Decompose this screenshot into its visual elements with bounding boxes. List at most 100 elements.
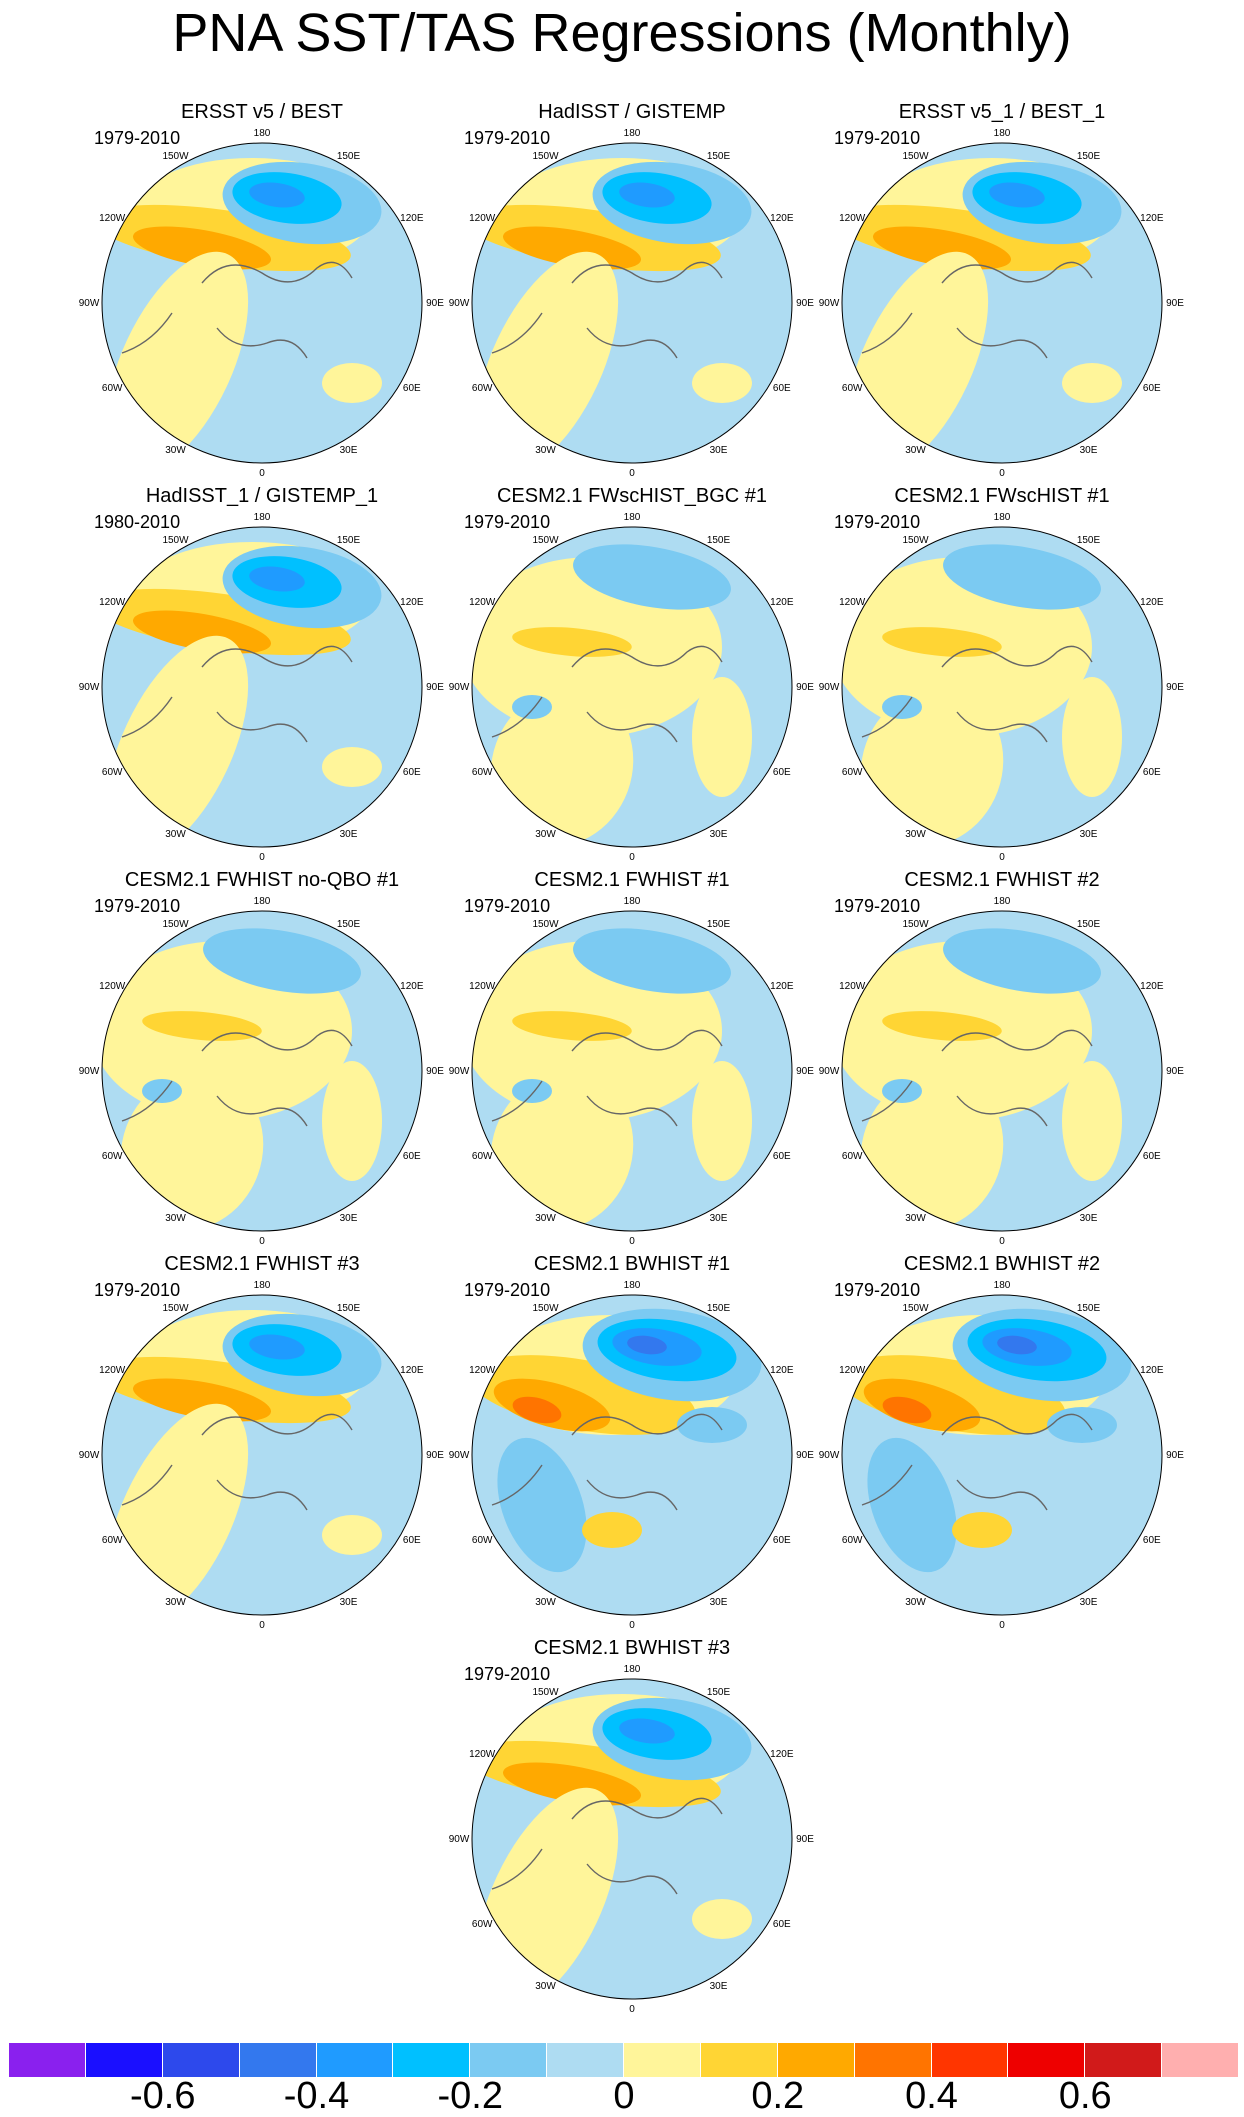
coastline (121, 261, 353, 359)
panel-title: HadISST_1 / GISTEMP_1 (145, 485, 379, 507)
contour-region (872, 226, 1012, 270)
contour-region (512, 695, 552, 719)
map-border (471, 526, 793, 848)
lon-tick-label: 150W (532, 1303, 559, 1314)
lon-tick-label: 150W (162, 919, 189, 930)
lon-tick-label: 180 (994, 128, 1011, 139)
lon-tick-label: 120E (400, 597, 424, 608)
contour-region (203, 928, 361, 994)
lon-tick-label: 90W (79, 1450, 100, 1461)
contour-region (490, 1072, 634, 1230)
lon-tick-label: 60W (102, 1151, 123, 1162)
lon-tick-label: 150E (707, 151, 731, 162)
lon-tick-label: 30E (1080, 1213, 1098, 1224)
lon-tick-label: 150W (532, 1687, 559, 1698)
coastline (121, 1029, 353, 1127)
lon-tick-label: 30E (1080, 1597, 1098, 1608)
lon-tick-label: 150E (707, 1687, 731, 1698)
panel-title: CESM2.1 BWHIST #1 (533, 1253, 731, 1275)
colorbar-box (1085, 2043, 1163, 2077)
contour-region (677, 1407, 747, 1443)
contour-region (1047, 1407, 1117, 1443)
lon-tick-label: 60E (773, 1151, 791, 1162)
contour-region (860, 1072, 1004, 1230)
lon-tick-label: 30E (710, 445, 728, 456)
map-border (101, 142, 423, 464)
lon-tick-label: 120E (400, 981, 424, 992)
panel-period: 1979-2010 (94, 128, 181, 148)
lon-tick-label: 0 (259, 852, 265, 863)
lon-tick-label: 60E (773, 1919, 791, 1930)
lon-tick-label: 30E (340, 1213, 358, 1224)
colorbar-box (9, 2043, 86, 2077)
lon-tick-label: 30W (535, 1981, 556, 1992)
lon-tick-label: 180 (994, 1280, 1011, 1291)
lon-tick-label: 30E (710, 829, 728, 840)
lon-tick-label: 150W (532, 535, 559, 546)
colorbar-box (624, 2043, 701, 2077)
panel-title: CESM2.1 BWHIST #3 (533, 1637, 731, 1659)
lon-tick-label: 90W (449, 298, 470, 309)
lon-tick-label: 120W (99, 213, 126, 224)
lon-tick-label: 180 (624, 128, 641, 139)
lon-tick-label: 0 (999, 1236, 1005, 1247)
polar-map: 180 150E 120E 90E 60E 30E 0 30W 60W 90W 120W 150W (449, 1664, 815, 2015)
lon-tick-label: 90E (426, 1066, 444, 1077)
lon-tick-label: 60W (842, 383, 863, 394)
contour-region (882, 1396, 932, 1424)
map-panel: CESM2.1 BWHIST #2 180 150E 120E 90E 60E 30E 0 30… (819, 1252, 1192, 1631)
map-border (841, 1294, 1163, 1616)
lon-tick-label: 0 (999, 852, 1005, 863)
contour-region (502, 1762, 642, 1806)
contour-region (132, 226, 272, 270)
colorbar-box (393, 2043, 471, 2077)
lon-tick-label: 180 (994, 512, 1011, 523)
contour-region (882, 1079, 922, 1103)
lon-tick-label: 90W (79, 682, 100, 693)
colorbar-box (854, 2043, 932, 2077)
map-panel: CESM2.1 FWHIST #1 180 150E 120E 90E 60E 30E 0 30… (449, 868, 822, 1247)
lon-tick-label: 120W (99, 597, 126, 608)
map-border (471, 910, 793, 1232)
map-panel: CESM2.1 FWscHIST_BGC #1 180 150E 120E 90E 60E… (449, 484, 822, 863)
lon-tick-label: 30E (1080, 445, 1098, 456)
lon-tick-label: 0 (629, 2004, 635, 2015)
lon-tick-label: 60E (773, 1535, 791, 1546)
lon-tick-label: 0 (629, 468, 635, 479)
map-border (841, 910, 1163, 1232)
lon-tick-label: 180 (254, 1280, 271, 1291)
polar-map: 180 150E 120E 90E 60E 30E 0 30W 60W 90W 120W 150W (449, 1280, 815, 1631)
lon-tick-label: 120W (839, 597, 866, 608)
lon-tick-label: 90E (426, 1450, 444, 1461)
lon-tick-label: 90E (1166, 1066, 1184, 1077)
map-border (841, 526, 1163, 848)
lon-tick-label: 60W (102, 383, 123, 394)
lon-tick-label: 120E (1140, 981, 1164, 992)
lon-tick-label: 90W (819, 682, 840, 693)
colorbar-tick-label: 0.6 (1058, 2075, 1112, 2117)
map-panel: CESM2.1 BWHIST #3 180 150E 120E 90E 60E 30E 0 30… (449, 1636, 822, 2015)
lon-tick-label: 150E (1077, 1303, 1101, 1314)
panel-period: 1979-2010 (464, 896, 551, 916)
coastline (491, 1413, 723, 1511)
map-panel: HadISST / GISTEMP 180 150E 120E 90E 60E 30E 0 30… (449, 100, 822, 479)
lon-tick-label: 120E (770, 1365, 794, 1376)
colorbar-box (162, 2043, 240, 2077)
contour-region (322, 1061, 382, 1181)
lon-tick-label: 120E (770, 213, 794, 224)
lon-tick-label: 90E (796, 298, 814, 309)
coastline (491, 1029, 723, 1127)
lon-tick-label: 90E (796, 1450, 814, 1461)
lon-tick-label: 120W (469, 213, 496, 224)
polar-map: 180 150E 120E 90E 60E 30E 0 30W 60W 90W 120W 150W (449, 512, 815, 863)
contour-region (1062, 363, 1122, 403)
polar-map: 180 150E 120E 90E 60E 30E 0 30W 60W 90W 120W 150W (79, 512, 445, 863)
colorbar-box (85, 2043, 163, 2077)
panel-period: 1979-2010 (464, 1664, 551, 1684)
contour-region (573, 544, 731, 610)
lon-tick-label: 120W (839, 213, 866, 224)
map-border (471, 1294, 793, 1616)
lon-tick-label: 150W (902, 1303, 929, 1314)
polar-map: 180 150E 120E 90E 60E 30E 0 30W 60W 90W 120W 150W (79, 896, 445, 1247)
polar-map: 180 150E 120E 90E 60E 30E 0 30W 60W 90W 120W 150W (819, 512, 1185, 863)
